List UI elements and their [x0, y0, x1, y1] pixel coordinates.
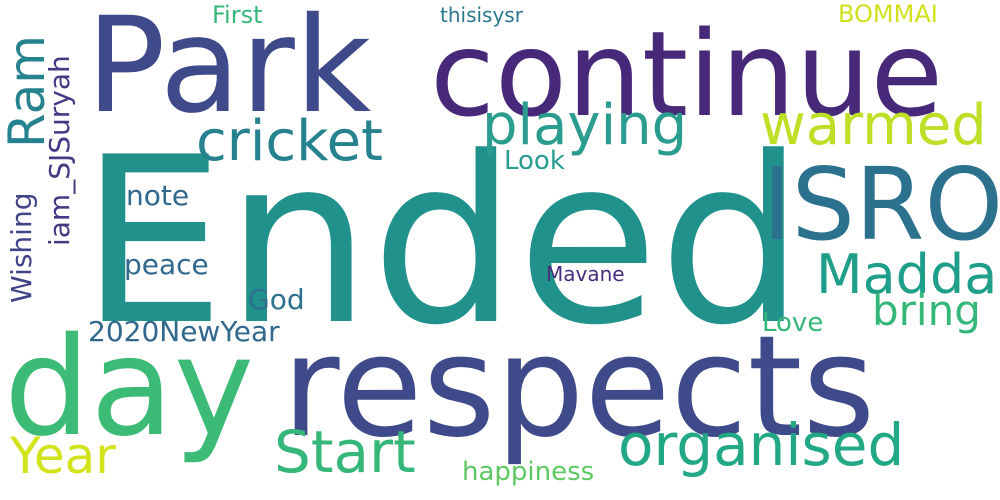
word-warmed: warmed [760, 93, 987, 158]
word-isro: ISRO [762, 146, 1000, 263]
word-park: Park [86, 0, 372, 143]
word-mavane: Mavane [546, 262, 625, 286]
word-note: note [126, 179, 190, 212]
word-bommai: BOMMAI [838, 0, 938, 28]
word-newyear: 2020NewYear [88, 315, 280, 348]
word-madda: Madda [816, 243, 998, 306]
word-thisisysr: thisisysr [440, 3, 523, 27]
word-peace: peace [124, 248, 209, 281]
word-year: Year [10, 427, 116, 485]
word-playing: playing [482, 93, 688, 158]
word-love: Love [762, 308, 824, 338]
word-day: day [4, 309, 255, 467]
word-look: Look [504, 146, 565, 176]
word-god: God [248, 283, 305, 316]
word-first: First [212, 1, 263, 29]
word-wishing: Wishing [5, 192, 38, 303]
word-cricket: cricket [196, 109, 384, 174]
word-iam-sjsuryah: iam_SJSuryah [43, 55, 76, 246]
word-ended: Ended [80, 109, 805, 376]
word-bring: bring [872, 286, 981, 335]
word-happiness: happiness [462, 457, 595, 487]
word-respects: respects [282, 306, 876, 469]
word-start: Start [274, 418, 416, 486]
word-organised: organised [618, 411, 905, 479]
word-continue: continue [430, 5, 944, 143]
